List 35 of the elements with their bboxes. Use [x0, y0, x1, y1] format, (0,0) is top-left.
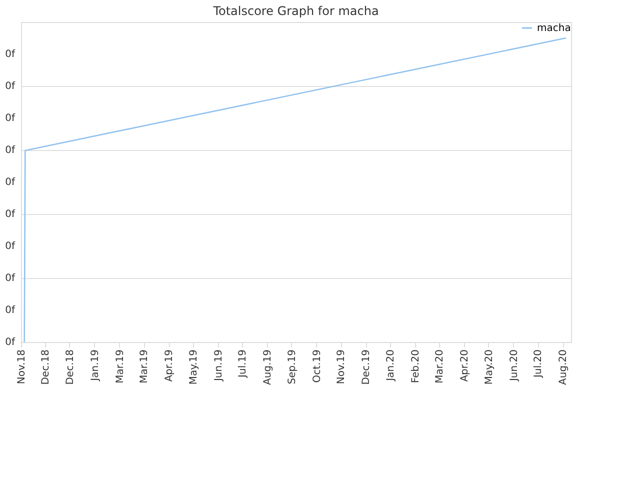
x-tick-label: Jul.20 [533, 350, 544, 378]
x-tick-label: May.20 [484, 350, 495, 385]
x-tick-label: Mar.19 [139, 350, 150, 384]
chart-title: Totalscore Graph for macha [212, 4, 379, 18]
x-tick-label: Jan.19 [90, 350, 101, 382]
x-tick-label: Aug.19 [262, 350, 274, 385]
text: 0f [5, 241, 16, 252]
x-tick-label: Jun.19 [213, 350, 224, 382]
x-tick-label: Mar.19 [114, 350, 126, 384]
x-tick-label: Mar.20 [434, 350, 446, 384]
text: 0f [5, 177, 16, 188]
text: 0f [5, 305, 16, 316]
x-tick-label: May.19 [188, 350, 200, 385]
x-tick-label: Dec.18 [40, 350, 52, 385]
text: 0f [5, 337, 16, 348]
x-tick-label: Nov.19 [336, 350, 348, 384]
x-tick-label: Jun.20 [508, 350, 520, 382]
text: 0f [5, 81, 16, 92]
x-tick-label: Dec.18 [64, 350, 76, 385]
text: 0f [5, 209, 16, 220]
text: 0f [5, 113, 16, 124]
x-tick-label: Dec.19 [361, 350, 372, 385]
text: 0f [5, 145, 16, 156]
x-tick-label: Sep.19 [286, 350, 298, 384]
x-tick-label: Jan.20 [385, 350, 396, 382]
text: 0f [5, 273, 16, 284]
x-tick-label: Aug.20 [558, 350, 570, 385]
x-tick-label: Jul.19 [238, 350, 249, 378]
x-tick-label: Nov.18 [16, 350, 28, 384]
x-tick-label: Apr.20 [460, 350, 471, 382]
x-tick-label: Oct.19 [312, 350, 323, 383]
legend-label: macha [537, 23, 571, 34]
text: 0f [5, 49, 16, 60]
x-tick-label: Apr.19 [164, 350, 176, 382]
x-tick-label: Feb.20 [410, 350, 422, 384]
